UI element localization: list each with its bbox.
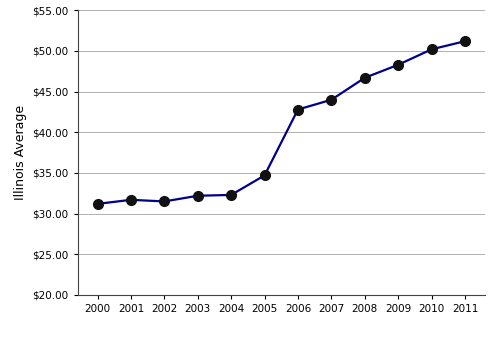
Y-axis label: Illinois Average: Illinois Average xyxy=(14,105,26,200)
